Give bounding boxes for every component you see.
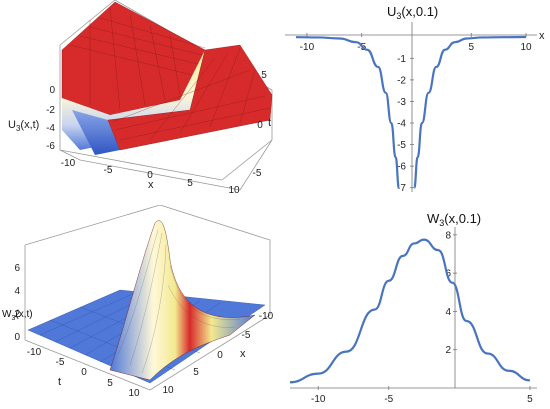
y-tick-label: 8 bbox=[445, 230, 451, 241]
t-tick-label: 0 bbox=[257, 120, 263, 131]
y-tick-label: -6 bbox=[397, 162, 406, 173]
t-tick-label: -5 bbox=[56, 357, 65, 368]
x-tick-label: -5 bbox=[104, 165, 113, 176]
x-tick-label: 0 bbox=[217, 350, 223, 361]
t-tick-label: 0 bbox=[81, 367, 87, 378]
z-tick-label: 0 bbox=[49, 85, 55, 96]
x-tick-label: 10 bbox=[228, 185, 240, 196]
z-tick-label: 6 bbox=[14, 263, 20, 274]
x-tick-label: 0 bbox=[147, 170, 153, 181]
t-tick-label: -5 bbox=[253, 168, 262, 179]
series-line-1 bbox=[413, 35, 527, 189]
surface-plot-u3: 0 -2 -4 -6 -10 -5 0 5 10 5 0 -5 U3(x,t) x t bbox=[8, 0, 273, 196]
y-tick-label: -4 bbox=[397, 119, 406, 130]
x-tick-label: 5 bbox=[187, 178, 193, 189]
series-line-0 bbox=[289, 238, 531, 384]
z-tick-label: 2 bbox=[14, 309, 20, 320]
z-axis-label: W3(x,t) bbox=[2, 309, 33, 322]
y-tick-label: -3 bbox=[397, 97, 406, 108]
surface-plot-w3: 0 2 4 6 -10 -5 0 5 10 -10 -5 0 5 10 W3(x,t) t x bbox=[2, 205, 274, 399]
z-tick-label: -4 bbox=[46, 123, 55, 134]
z-tick-label: -2 bbox=[46, 105, 55, 116]
plot-title: W3(x,0.1) bbox=[427, 211, 481, 228]
z-tick-label: 4 bbox=[14, 286, 20, 297]
y-tick-label: 4 bbox=[445, 307, 451, 318]
t-axis-label: t bbox=[268, 117, 271, 129]
x-tick-label: -5 bbox=[384, 394, 393, 405]
t-tick-label: 5 bbox=[107, 378, 113, 389]
x-tick-label: -10 bbox=[300, 42, 315, 53]
y-tick-label: 2 bbox=[445, 345, 451, 356]
y-tick-label: 6 bbox=[445, 269, 451, 280]
t-tick-label: 10 bbox=[128, 388, 140, 399]
z-axis-label: U3(x,t) bbox=[8, 119, 39, 133]
x-axis-label: x bbox=[539, 30, 545, 42]
z-tick-label: 0 bbox=[14, 332, 20, 343]
x-tick-label: -10 bbox=[311, 394, 326, 405]
x-tick-label: 5 bbox=[527, 394, 533, 405]
plot-title: U3(x,0.1) bbox=[387, 4, 438, 21]
y-tick-label: -5 bbox=[397, 140, 406, 151]
x-tick-label: 5 bbox=[468, 42, 474, 53]
y-tick-label: -7 bbox=[397, 183, 406, 194]
surface-trough bbox=[72, 110, 120, 155]
t-tick-label: -10 bbox=[27, 347, 42, 358]
x-tick-label: 5 bbox=[193, 367, 199, 378]
x-axis-label: x bbox=[240, 348, 246, 360]
z-tick-label: -6 bbox=[46, 141, 55, 152]
x-tick-label: 10 bbox=[520, 42, 532, 53]
series-line-0 bbox=[295, 36, 401, 189]
line-plot-w3: W3(x,0.1) -10 -5 5 2 4 6 8 bbox=[289, 211, 537, 405]
t-axis-label: t bbox=[58, 376, 61, 388]
line-plot-u3: U3(x,0.1) x -10 -5 5 10-1-2-3-4-5-6-7 bbox=[285, 4, 545, 194]
x-tick-label: -10 bbox=[61, 158, 76, 169]
t-tick-label: 5 bbox=[261, 70, 267, 81]
surface-ridge bbox=[109, 220, 256, 381]
y-tick-label: -2 bbox=[397, 75, 406, 86]
x-tick-label: 10 bbox=[162, 385, 174, 396]
x-tick-label: -5 bbox=[242, 330, 251, 341]
x-tick-label: -10 bbox=[259, 311, 274, 322]
x-axis-label: x bbox=[148, 179, 154, 191]
y-tick-label: -1 bbox=[397, 54, 406, 65]
